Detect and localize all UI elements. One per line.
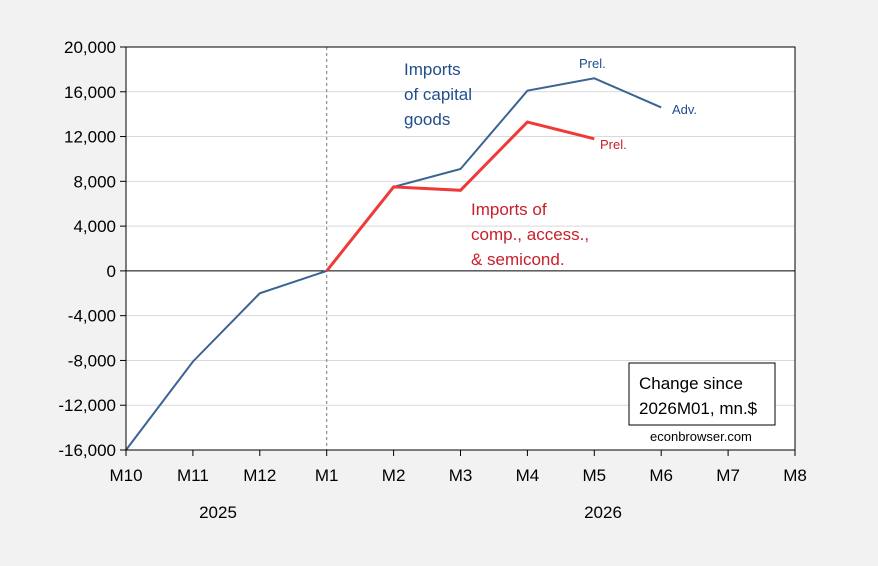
year-label-2026: 2026 <box>584 503 622 522</box>
x-tick-label: M11 <box>177 466 209 485</box>
series-label-capital-line-2: of capital <box>404 85 472 104</box>
y-tick-label: -8,000 <box>68 351 116 370</box>
y-tick-label: 20,000 <box>64 38 116 57</box>
legend-box-line-2: 2026M01, mn.$ <box>639 399 758 418</box>
x-tick-label: M1 <box>315 466 339 485</box>
series-line-computers <box>325 120 595 272</box>
reference-lines <box>126 47 795 450</box>
y-axis: 20,000 16,000 12,000 8,000 4,000 0 -4,000 -8,00… <box>58 38 126 460</box>
series-label-capital-line-3: goods <box>404 110 450 129</box>
y-tick-label: 4,000 <box>73 217 116 236</box>
y-tick-label: 16,000 <box>64 83 116 102</box>
annotation-computers-prel: Prel. <box>600 137 627 152</box>
y-tick-label: 12,000 <box>64 128 116 147</box>
x-tick-label: M4 <box>516 466 540 485</box>
series-label-computers-line-2: comp., access., <box>471 225 589 244</box>
series-label-capital: Imports of capital goods <box>404 60 472 129</box>
x-tick-label: M6 <box>649 466 673 485</box>
year-label-2025: 2025 <box>199 503 237 522</box>
legend-box: Change since 2026M01, mn.$ <box>628 362 776 426</box>
annotation-capital-prel: Prel. <box>579 56 606 71</box>
legend-box-line-1: Change since <box>639 374 743 393</box>
series-label-computers: Imports of comp., access., & semicond. <box>471 200 589 269</box>
series-label-computers-line-1: Imports of <box>471 200 547 219</box>
series-label-capital-line-1: Imports <box>404 60 461 79</box>
x-tick-label: M5 <box>582 466 606 485</box>
series-label-computers-line-3: & semicond. <box>471 250 565 269</box>
credit-text: econbrowser.com <box>650 429 752 444</box>
x-tick-label: M10 <box>109 466 142 485</box>
legend-box-frame <box>628 362 776 426</box>
x-tick-label: M12 <box>243 466 276 485</box>
x-axis: M10 M11 M12 M1 M2 M3 M4 M5 M6 M7 M8 <box>109 450 807 485</box>
series-lines <box>125 77 662 451</box>
x-tick-label: M7 <box>716 466 740 485</box>
y-tick-label: 0 <box>107 262 116 281</box>
y-tick-label: -16,000 <box>58 441 116 460</box>
x-tick-label: M3 <box>449 466 473 485</box>
y-tick-label: 8,000 <box>73 172 116 191</box>
annotation-capital-adv: Adv. <box>672 102 697 117</box>
y-tick-label: -12,000 <box>58 396 116 415</box>
x-tick-label: M8 <box>783 466 807 485</box>
x-tick-label: M2 <box>382 466 406 485</box>
y-tick-label: -4,000 <box>68 307 116 326</box>
